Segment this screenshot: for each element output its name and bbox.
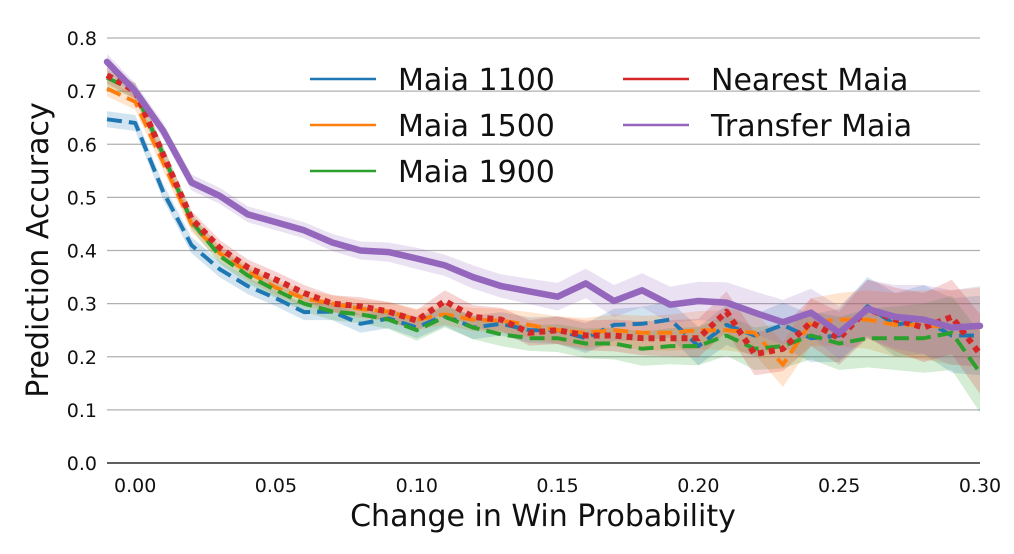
x-tick-label: 0.25 [818,475,860,497]
x-tick-label: 0.15 [536,475,578,497]
series-line-1 [106,86,980,367]
x-tick-label: 0.00 [114,475,156,497]
x-tick-label: 0.10 [396,475,438,497]
x-tick-label: 0.30 [959,475,1001,497]
y-axis-label: Prediction Accuracy [21,102,56,398]
y-tick-label: 0.6 [67,134,97,156]
legend-label: Maia 1900 [398,155,555,190]
y-tick-label: 0.4 [67,241,97,263]
series-lines [103,58,984,374]
x-axis-label: Change in Win Probability [350,499,736,534]
y-tick-label: 0.2 [67,347,97,369]
legend: Maia 1100 Maia 1500 Maia 1900 Nearest Maia T… [310,63,912,190]
confidence-band-2 [107,69,980,413]
series-line-3 [105,72,983,358]
grid-lines [107,37,980,411]
y-tick-label: 0.8 [67,28,97,50]
legend-label: Nearest Maia [711,63,908,98]
series-line-2 [106,75,982,374]
confidence-bands [107,53,980,413]
confidence-band-4 [107,53,980,366]
tick-labels: 0.0 0.1 0.2 0.3 0.4 0.5 0.6 0.7 0.8 0.00 0.05 0.10 0… [67,28,1001,497]
x-tick-label: 0.05 [255,475,297,497]
y-tick-label: 0.1 [67,400,97,422]
y-tick-label: 0.3 [67,294,97,316]
series-line-4 [103,58,984,337]
legend-label: Maia 1100 [398,63,555,98]
legend-label: Maia 1500 [398,109,555,144]
x-tick-label: 0.20 [677,475,719,497]
legend-label: Transfer Maia [710,109,912,144]
y-tick-label: 0.7 [67,81,97,103]
y-tick-label: 0.0 [67,453,97,475]
y-tick-label: 0.5 [67,187,97,209]
